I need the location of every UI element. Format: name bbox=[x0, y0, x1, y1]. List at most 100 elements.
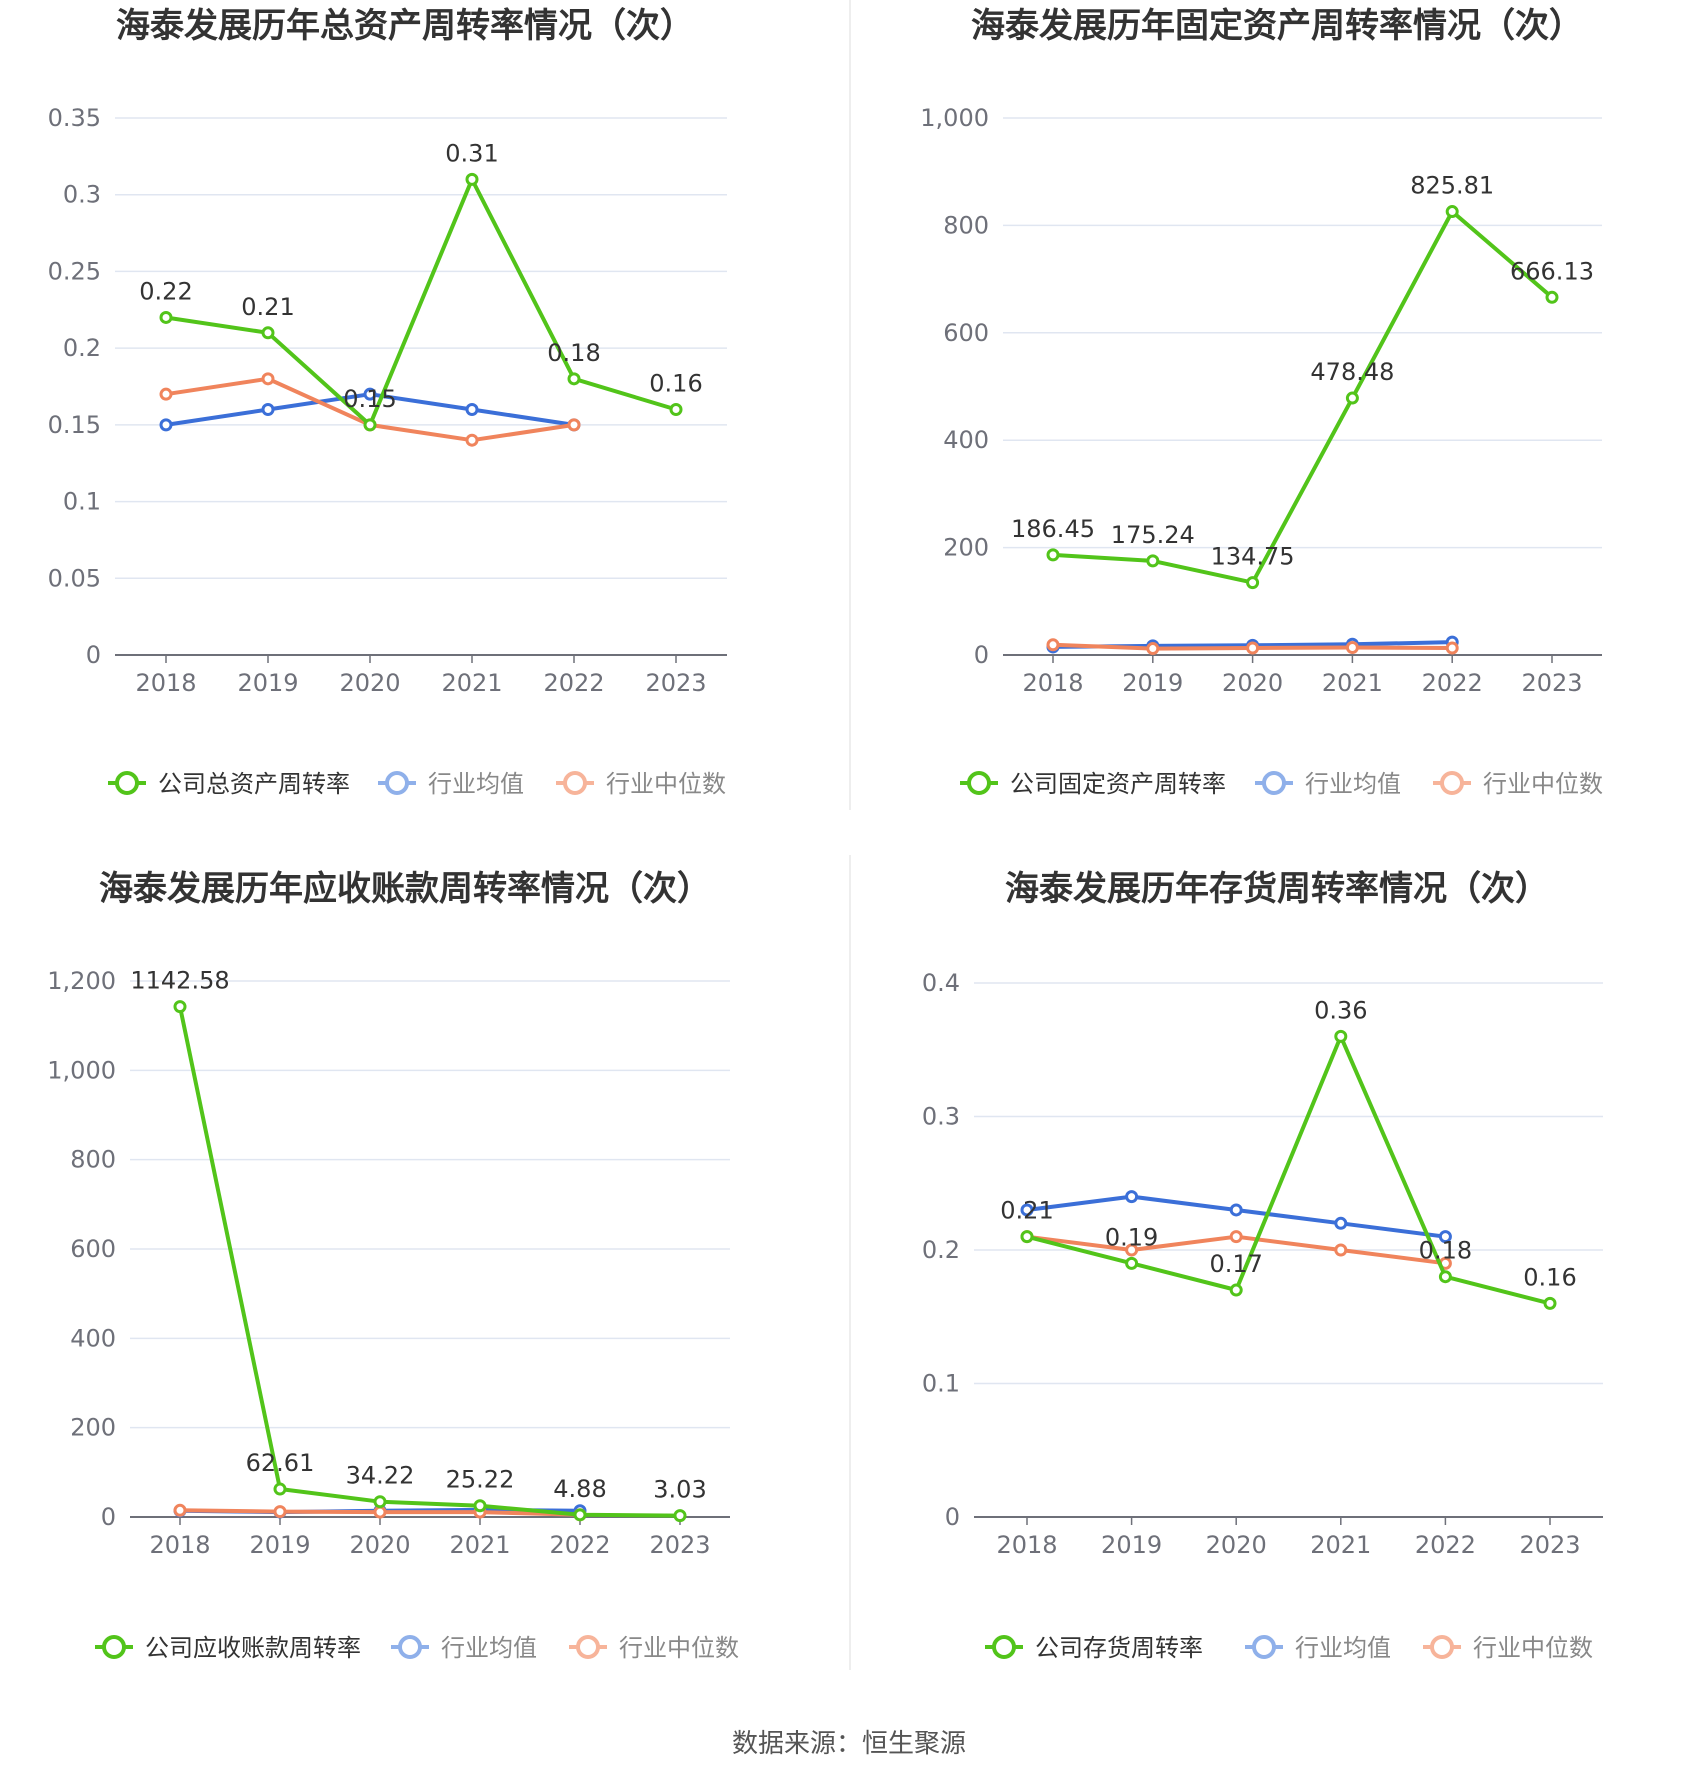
x-tick-label: 2021 bbox=[441, 669, 502, 697]
data-point-company[interactable] bbox=[1545, 290, 1559, 304]
data-point-company[interactable] bbox=[573, 1508, 587, 1522]
legend-item-avg[interactable]: 行业均值 bbox=[391, 1634, 537, 1662]
data-label: 0.18 bbox=[1419, 1237, 1472, 1265]
data-point-company[interactable] bbox=[473, 1499, 487, 1513]
x-tick-label: 2019 bbox=[1122, 669, 1183, 697]
data-point-company[interactable] bbox=[159, 310, 173, 324]
y-tick-label: 600 bbox=[943, 319, 989, 347]
y-tick-label: 0.2 bbox=[922, 1236, 960, 1264]
data-point-median[interactable] bbox=[159, 387, 173, 401]
legend-item-avg[interactable]: 行业均值 bbox=[378, 770, 524, 798]
data-point-company[interactable] bbox=[1345, 391, 1359, 405]
data-point-median[interactable] bbox=[1046, 638, 1060, 652]
data-point-avg[interactable] bbox=[1438, 1230, 1452, 1244]
y-tick-label: 0 bbox=[101, 1503, 116, 1531]
legend-swatch-marker bbox=[398, 1635, 422, 1659]
legend-item-avg[interactable]: 行业均值 bbox=[1255, 770, 1401, 798]
data-point-company[interactable] bbox=[173, 1000, 187, 1014]
data-point-median[interactable] bbox=[1345, 640, 1359, 654]
data-label: 1142.58 bbox=[130, 967, 229, 995]
data-point-avg[interactable] bbox=[1020, 1203, 1034, 1217]
data-point-avg[interactable] bbox=[261, 403, 275, 417]
legend-label: 公司存货周转率 bbox=[1035, 1634, 1203, 1662]
data-label: 666.13 bbox=[1510, 257, 1594, 285]
data-point-company[interactable] bbox=[1543, 1296, 1557, 1310]
series-line-company bbox=[1052, 209, 1554, 585]
data-point-median[interactable] bbox=[1445, 641, 1459, 655]
data-point-company[interactable] bbox=[1146, 554, 1160, 568]
legend-item-company[interactable]: 公司总资产周转率 bbox=[108, 770, 350, 798]
data-point-median[interactable] bbox=[1246, 641, 1260, 655]
data-point-median[interactable] bbox=[1125, 1243, 1139, 1257]
data-point-company[interactable] bbox=[1229, 1283, 1243, 1297]
y-tick-label: 800 bbox=[70, 1146, 116, 1174]
data-point-median[interactable] bbox=[465, 433, 479, 447]
data-point-median[interactable] bbox=[567, 418, 581, 432]
data-point-company[interactable] bbox=[261, 326, 275, 340]
data-label: 0.16 bbox=[649, 370, 702, 398]
chart-title: 海泰发展历年固定资产周转率情况（次） bbox=[971, 6, 1583, 46]
y-tick-label: 800 bbox=[943, 211, 989, 239]
data-label: 25.22 bbox=[446, 1466, 515, 1494]
data-point-median[interactable] bbox=[273, 1505, 287, 1519]
x-tick-label: 2018 bbox=[996, 1531, 1057, 1559]
legend-item-avg[interactable]: 行业均值 bbox=[1245, 1634, 1391, 1662]
data-point-company[interactable] bbox=[669, 403, 683, 417]
data-point-company[interactable] bbox=[1020, 1230, 1034, 1244]
legend-item-median[interactable]: 行业中位数 bbox=[556, 770, 726, 798]
y-tick-label: 1,200 bbox=[47, 967, 116, 995]
y-tick-label: 0.25 bbox=[48, 257, 101, 285]
legend-item-company[interactable]: 公司应收账款周转率 bbox=[95, 1634, 361, 1662]
legend-swatch-marker bbox=[992, 1635, 1016, 1659]
data-label: 0.31 bbox=[445, 139, 498, 167]
legend-item-median[interactable]: 行业中位数 bbox=[569, 1634, 739, 1662]
data-point-company[interactable] bbox=[465, 172, 479, 186]
legend-swatch-marker bbox=[385, 771, 409, 795]
data-point-company[interactable] bbox=[1438, 1270, 1452, 1284]
data-point-median[interactable] bbox=[1146, 642, 1160, 656]
data-point-company[interactable] bbox=[1445, 205, 1459, 219]
legend-item-company[interactable]: 公司存货周转率 bbox=[985, 1634, 1203, 1662]
data-point-company[interactable] bbox=[1246, 576, 1260, 590]
chart-title: 海泰发展历年应收账款周转率情况（次） bbox=[99, 869, 711, 909]
chart-title: 海泰发展历年总资产周转率情况（次） bbox=[116, 6, 694, 46]
y-tick-label: 600 bbox=[70, 1235, 116, 1263]
data-point-median[interactable] bbox=[1229, 1230, 1243, 1244]
y-tick-label: 0.05 bbox=[48, 564, 101, 592]
data-point-company[interactable] bbox=[273, 1482, 287, 1496]
legend-item-median[interactable]: 行业中位数 bbox=[1433, 770, 1603, 798]
source-label: 数据来源：恒生聚源 bbox=[732, 1729, 966, 1759]
data-point-company[interactable] bbox=[1334, 1029, 1348, 1043]
data-point-company[interactable] bbox=[373, 1495, 387, 1509]
data-point-median[interactable] bbox=[173, 1503, 187, 1517]
x-tick-label: 2023 bbox=[649, 1531, 710, 1559]
data-point-company[interactable] bbox=[1125, 1256, 1139, 1270]
series-line-company bbox=[1026, 1034, 1551, 1306]
y-tick-label: 200 bbox=[943, 534, 989, 562]
data-point-avg[interactable] bbox=[1125, 1190, 1139, 1204]
data-point-company[interactable] bbox=[1046, 548, 1060, 562]
data-point-avg[interactable] bbox=[363, 387, 377, 401]
y-tick-label: 0.1 bbox=[922, 1370, 960, 1398]
data-point-median[interactable] bbox=[1334, 1243, 1348, 1257]
data-point-company[interactable] bbox=[363, 418, 377, 432]
data-label: 0.18 bbox=[547, 339, 600, 367]
data-point-avg[interactable] bbox=[159, 418, 173, 432]
data-label: 0.19 bbox=[1105, 1223, 1158, 1251]
chart-panel-3: 海泰发展历年应收账款周转率情况（次） 0 200 400 600 800 1,000 1,20… bbox=[47, 869, 739, 1662]
data-point-median[interactable] bbox=[373, 1505, 387, 1519]
x-tick-label: 2023 bbox=[645, 669, 706, 697]
data-point-company[interactable] bbox=[567, 372, 581, 386]
legend-label: 行业均值 bbox=[428, 770, 524, 798]
y-tick-label: 0 bbox=[945, 1503, 960, 1531]
series-line-company bbox=[165, 177, 677, 427]
data-point-avg[interactable] bbox=[1334, 1216, 1348, 1230]
legend-item-median[interactable]: 行业中位数 bbox=[1423, 1634, 1593, 1662]
data-point-median[interactable] bbox=[261, 372, 275, 386]
data-point-company[interactable] bbox=[673, 1509, 687, 1523]
legend-item-company[interactable]: 公司固定资产周转率 bbox=[960, 770, 1226, 798]
x-tick-label: 2020 bbox=[349, 1531, 410, 1559]
data-point-avg[interactable] bbox=[465, 403, 479, 417]
data-point-avg[interactable] bbox=[1229, 1203, 1243, 1217]
